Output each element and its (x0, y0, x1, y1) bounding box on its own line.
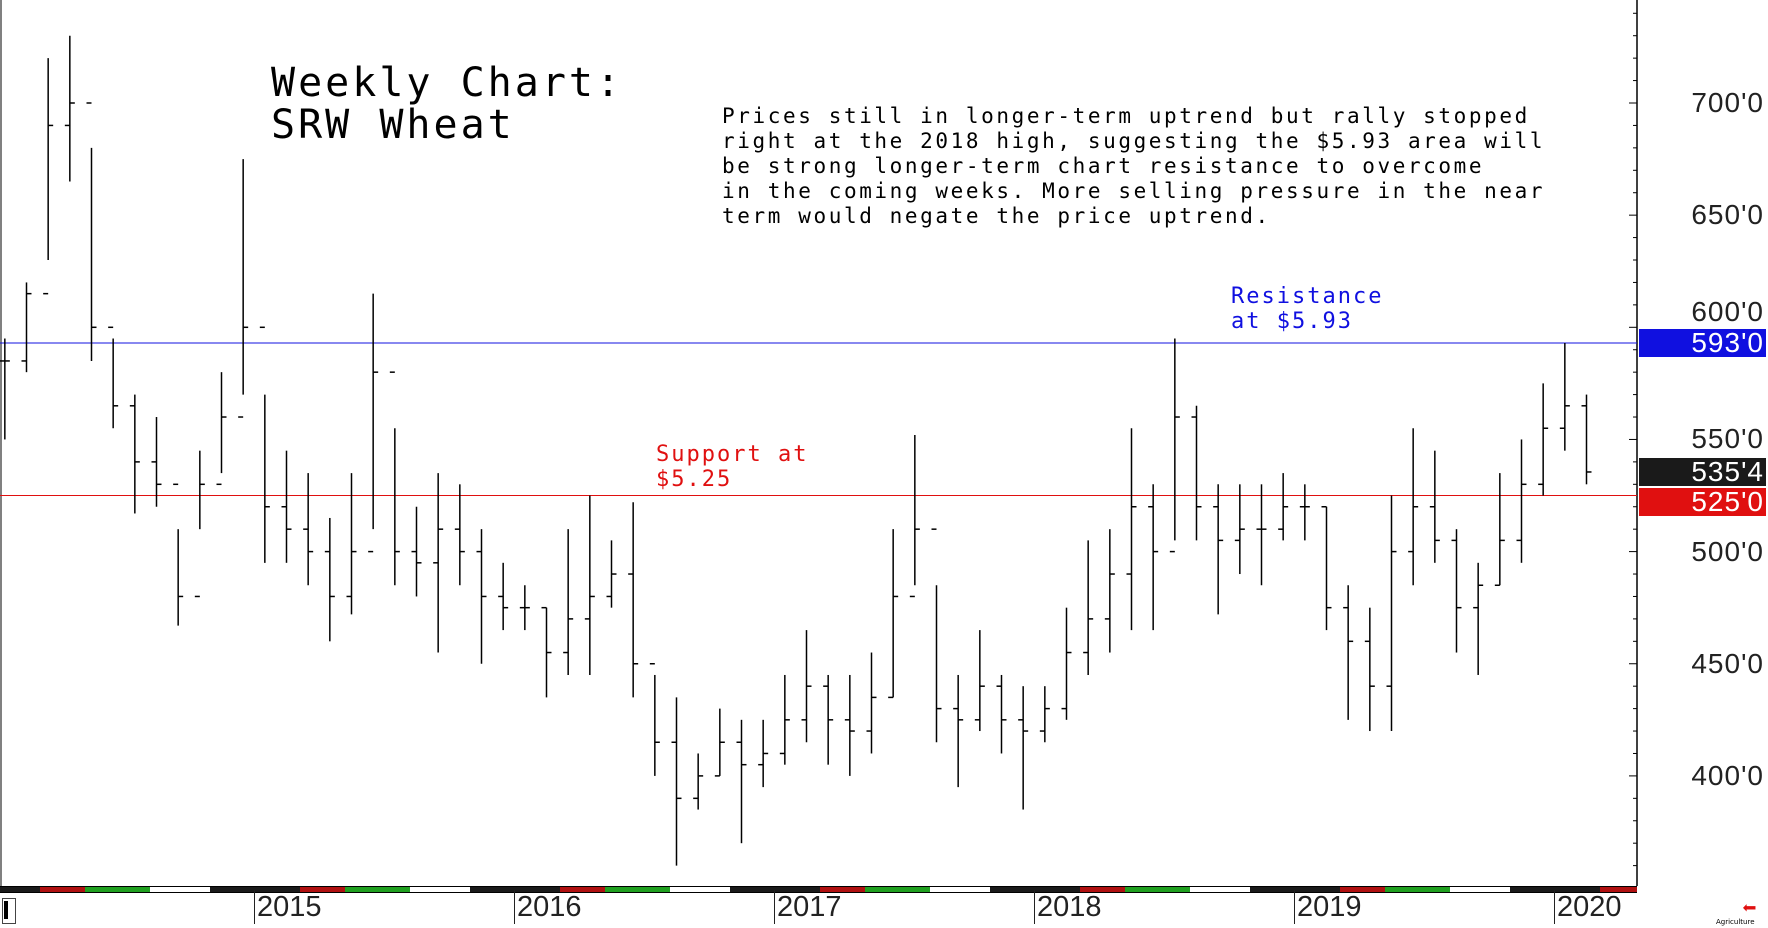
last-price-tag: 535'4 (1639, 458, 1766, 486)
resistance-label: Resistance at $5.93 (1231, 284, 1384, 334)
chart-title: Weekly Chart: SRW Wheat (271, 60, 624, 148)
x-tick-label: 2018 (1034, 890, 1102, 924)
y-tick-label: 550'0 (1691, 423, 1764, 454)
x-tick-label: 2016 (514, 890, 582, 924)
y-tick-label: 450'0 (1691, 648, 1764, 679)
y-tick-label: 700'0 (1691, 87, 1764, 118)
x-tick-label: 2019 (1294, 890, 1362, 924)
x-tick-label: 2017 (774, 890, 842, 924)
support-label: Support at $5.25 (656, 442, 809, 492)
time-band (0, 886, 1637, 893)
support-price-tag: 525'0 (1639, 488, 1766, 516)
brand-label: Agriculture (1716, 918, 1755, 926)
x-tick-label: 2020 (1554, 890, 1622, 924)
y-tick-label: 650'0 (1691, 199, 1764, 230)
y-tick-label: 500'0 (1691, 536, 1764, 567)
y-tick-label: 600'0 (1691, 296, 1764, 327)
y-tick-label: 400'0 (1691, 760, 1764, 791)
chart-annotation: Prices still in longer-term uptrend but … (722, 104, 1546, 228)
back-arrow-icon[interactable]: ⬅ (1742, 894, 1757, 922)
resistance-price-tag: 593'0 (1639, 329, 1766, 357)
x-tick-label: 2015 (254, 890, 322, 924)
scroll-marker[interactable] (2, 898, 16, 924)
